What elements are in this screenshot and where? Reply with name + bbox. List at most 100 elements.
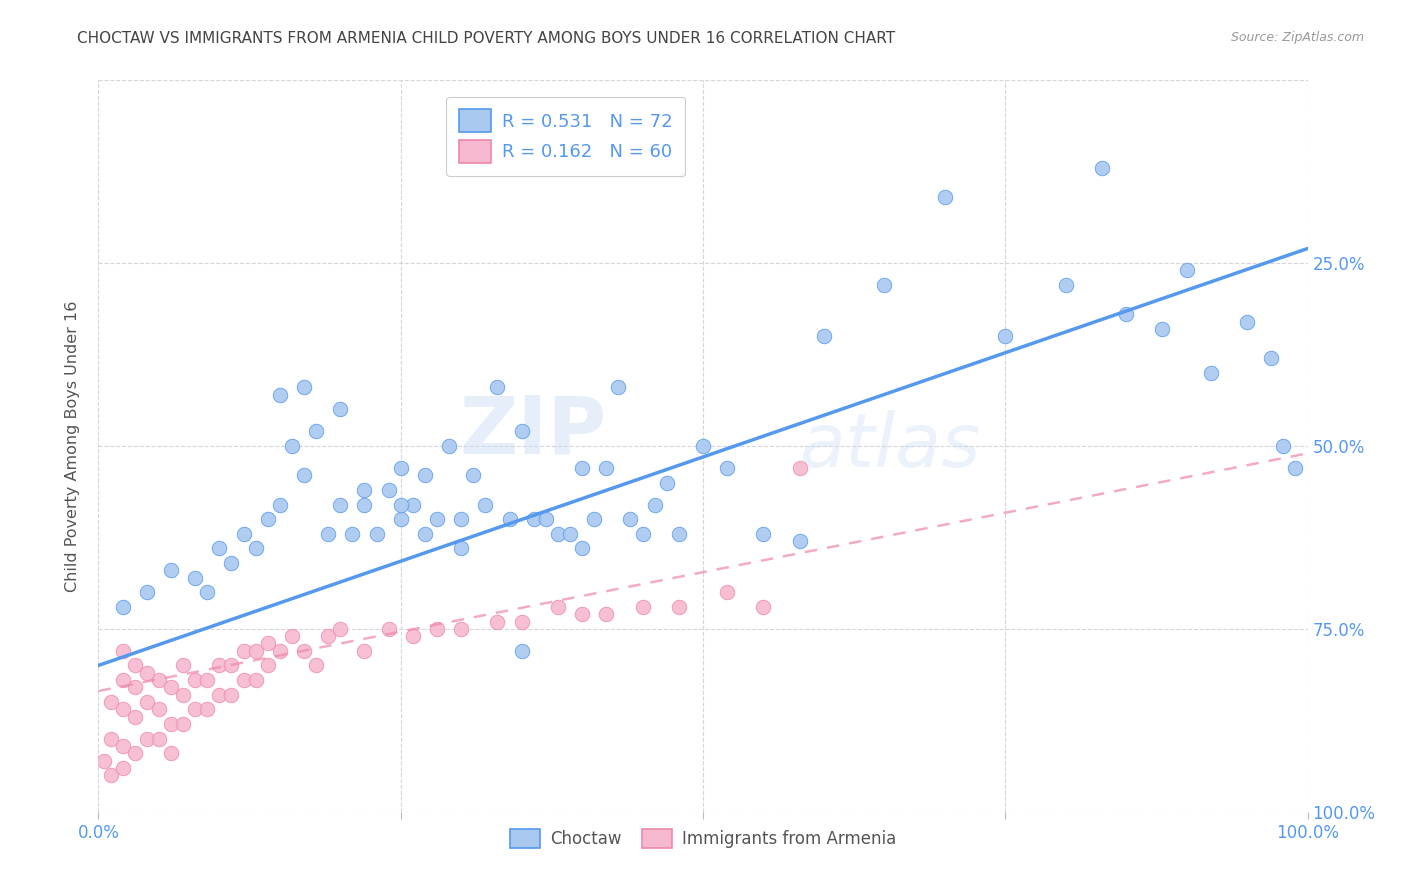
Point: [813, 329, 835, 343]
Legend: Choctaw, Immigrants from Armenia: Choctaw, Immigrants from Armenia: [503, 822, 903, 855]
Point: [281, 439, 304, 453]
Point: [547, 526, 569, 541]
Point: [1236, 315, 1258, 329]
Point: [232, 526, 254, 541]
Point: [426, 622, 449, 636]
Point: [245, 644, 267, 658]
Point: [1152, 322, 1174, 336]
Point: [292, 644, 315, 658]
Point: [583, 512, 606, 526]
Point: [316, 629, 339, 643]
Point: [595, 461, 617, 475]
Point: [124, 681, 146, 695]
Point: [111, 761, 134, 775]
Point: [668, 599, 690, 614]
Point: [221, 688, 243, 702]
Point: [1284, 461, 1306, 475]
Text: atlas: atlas: [800, 410, 981, 482]
Point: [389, 512, 412, 526]
Point: [631, 599, 654, 614]
Point: [1175, 263, 1198, 277]
Point: [377, 483, 399, 497]
Point: [523, 512, 546, 526]
Point: [437, 439, 460, 453]
Point: [413, 468, 436, 483]
Point: [595, 607, 617, 622]
Point: [389, 498, 412, 512]
Point: [1199, 366, 1222, 380]
Point: [269, 644, 291, 658]
Point: [474, 498, 496, 512]
Point: [413, 526, 436, 541]
Point: [534, 512, 557, 526]
Point: [292, 468, 315, 483]
Point: [305, 425, 328, 439]
Point: [463, 468, 485, 483]
Point: [571, 461, 593, 475]
Point: [668, 526, 690, 541]
Point: [1272, 439, 1295, 453]
Point: [934, 190, 956, 204]
Point: [510, 615, 533, 629]
Point: [160, 681, 183, 695]
Point: [752, 599, 775, 614]
Point: [184, 571, 207, 585]
Point: [111, 644, 134, 658]
Point: [195, 673, 218, 687]
Point: [111, 739, 134, 753]
Point: [172, 658, 194, 673]
Point: [619, 512, 641, 526]
Y-axis label: Child Poverty Among Boys Under 16: Child Poverty Among Boys Under 16: [65, 301, 80, 591]
Point: [655, 475, 678, 490]
Point: [148, 731, 170, 746]
Point: [232, 673, 254, 687]
Point: [221, 556, 243, 570]
Point: [644, 498, 666, 512]
Point: [93, 754, 115, 768]
Point: [510, 425, 533, 439]
Point: [195, 585, 218, 599]
Point: [160, 717, 183, 731]
Point: [292, 380, 315, 394]
Point: [752, 526, 775, 541]
Point: [366, 526, 388, 541]
Point: [353, 644, 375, 658]
Point: [873, 278, 896, 293]
Point: [1115, 307, 1137, 321]
Point: [558, 526, 581, 541]
Point: [269, 388, 291, 402]
Point: [221, 658, 243, 673]
Point: [135, 731, 157, 746]
Text: Source: ZipAtlas.com: Source: ZipAtlas.com: [1230, 31, 1364, 45]
Point: [450, 622, 472, 636]
Point: [172, 688, 194, 702]
Text: ZIP: ZIP: [458, 392, 606, 470]
Point: [100, 768, 122, 782]
Point: [510, 644, 533, 658]
Point: [402, 629, 425, 643]
Point: [607, 380, 630, 394]
Point: [281, 629, 304, 643]
Point: [716, 585, 738, 599]
Point: [269, 498, 291, 512]
Point: [789, 534, 811, 549]
Point: [256, 512, 278, 526]
Point: [256, 636, 278, 650]
Point: [571, 607, 593, 622]
Point: [160, 746, 183, 760]
Point: [547, 599, 569, 614]
Point: [111, 599, 134, 614]
Point: [716, 461, 738, 475]
Point: [486, 615, 509, 629]
Point: [353, 483, 375, 497]
Point: [232, 644, 254, 658]
Point: [148, 673, 170, 687]
Point: [994, 329, 1017, 343]
Point: [1091, 161, 1114, 175]
Point: [1054, 278, 1077, 293]
Point: [450, 512, 472, 526]
Point: [402, 498, 425, 512]
Point: [160, 563, 183, 577]
Point: [450, 541, 472, 556]
Point: [426, 512, 449, 526]
